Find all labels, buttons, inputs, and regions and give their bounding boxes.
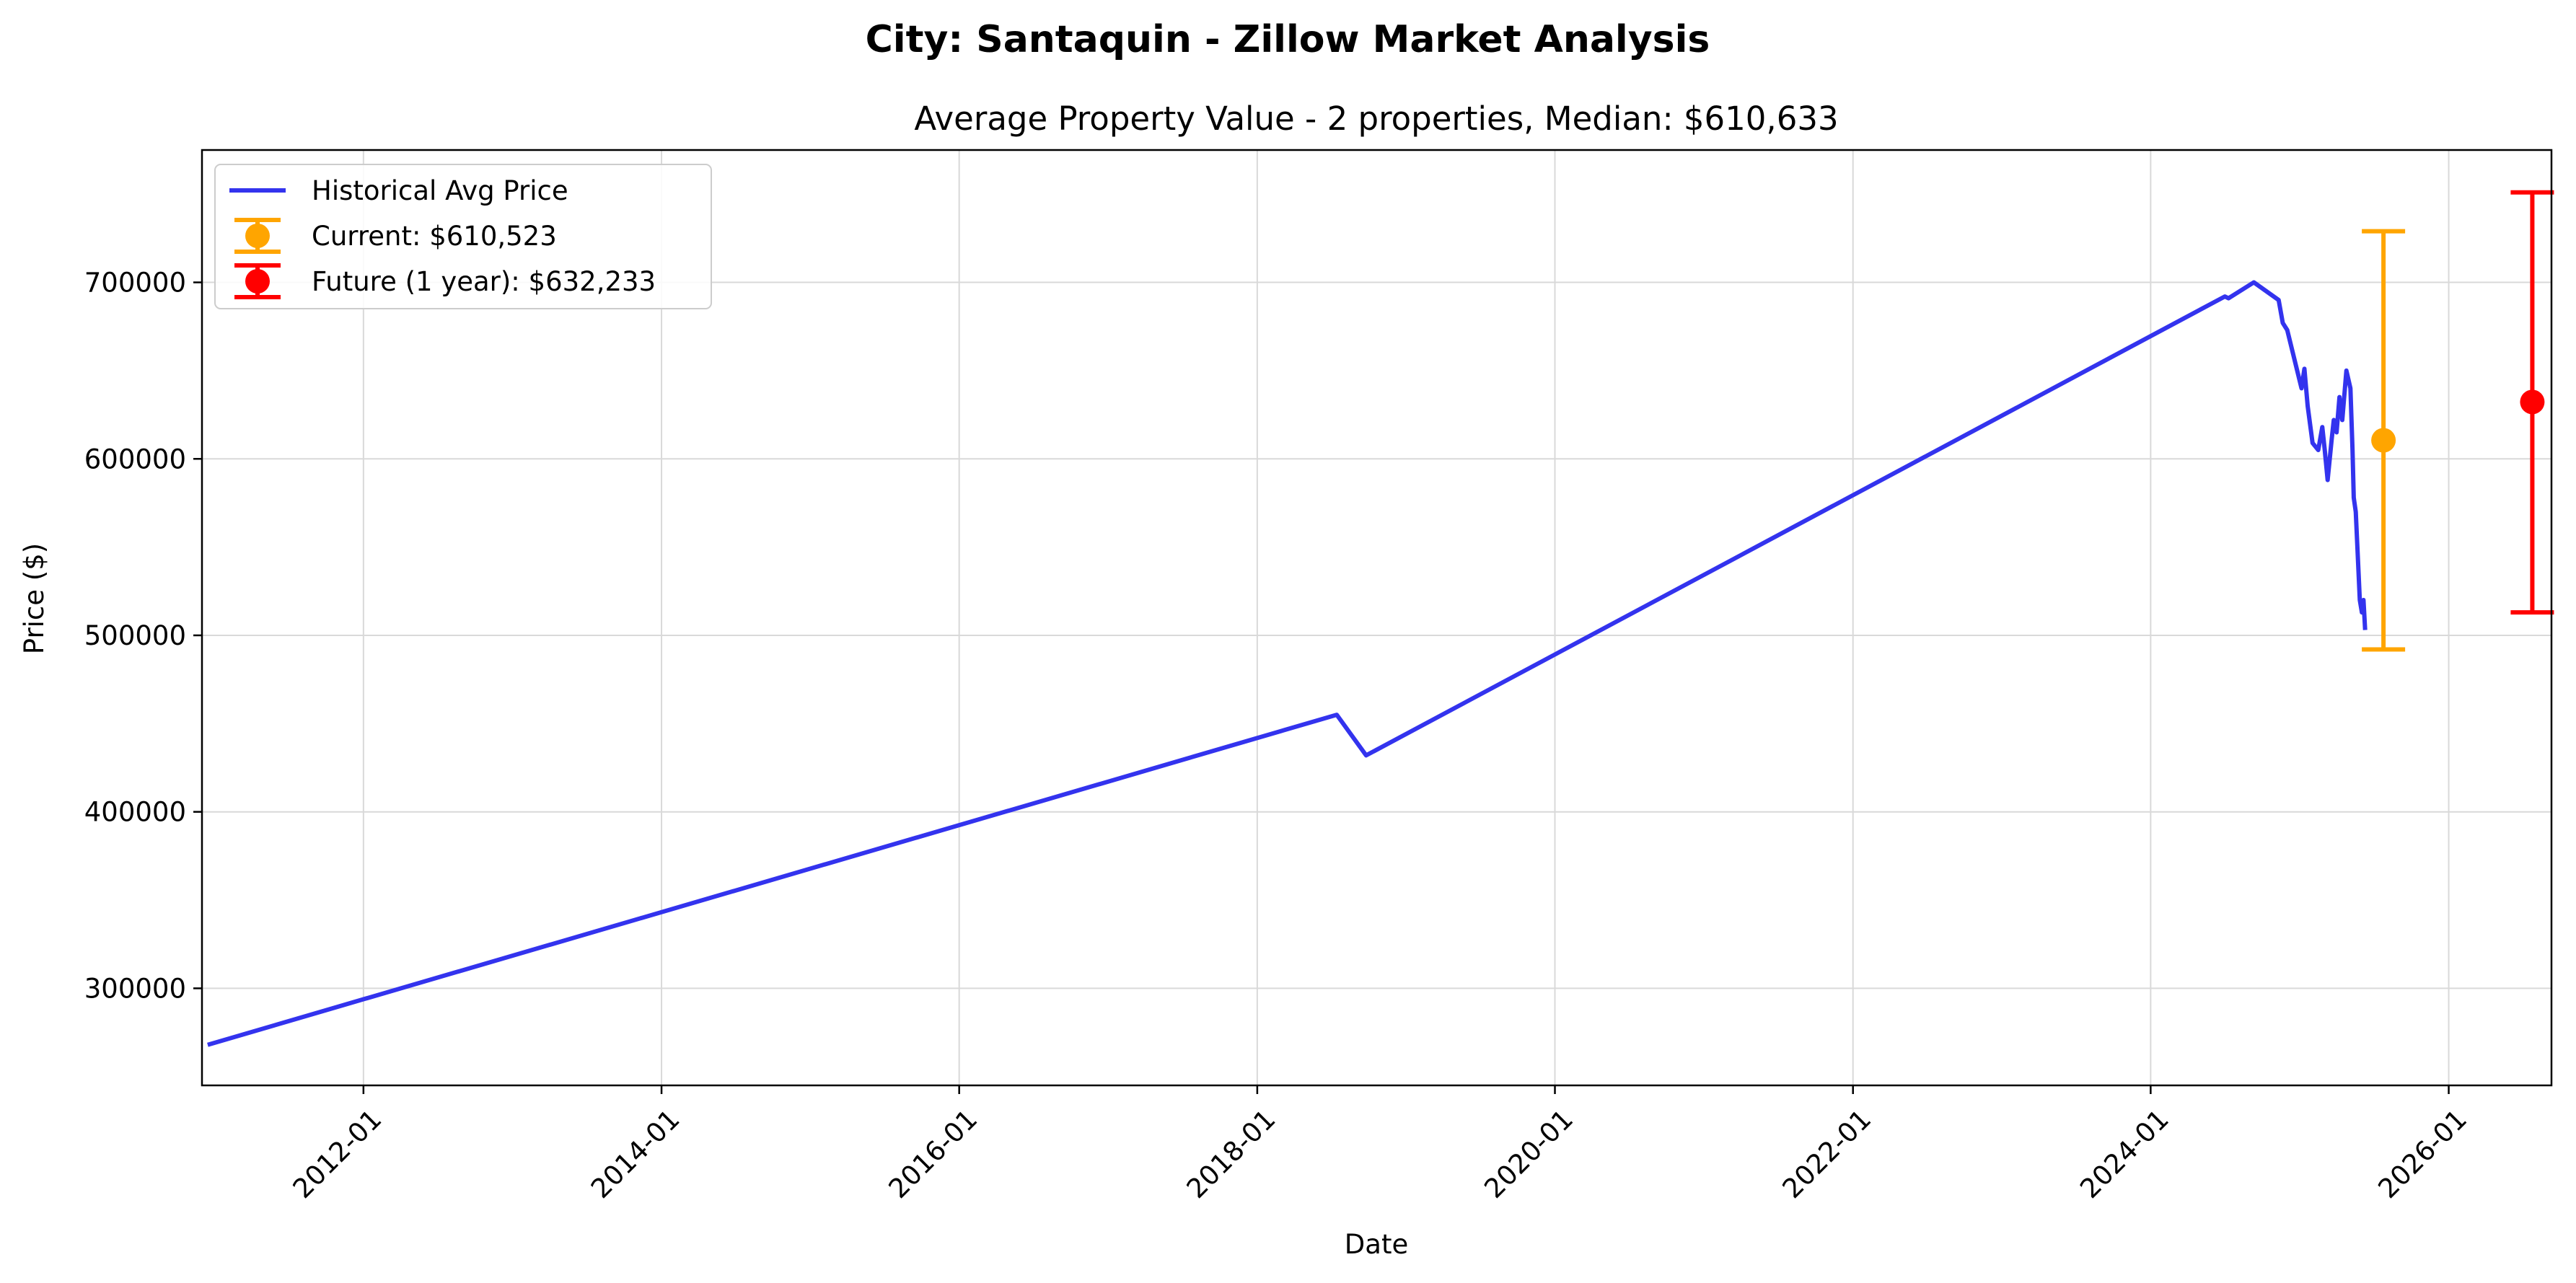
- gridlines: [202, 150, 2551, 1085]
- legend-item: Future (1 year): $632,233: [234, 263, 656, 299]
- legend-box: [214, 164, 712, 309]
- y-tick-label: 500000: [84, 620, 186, 651]
- y-tick-label: 700000: [84, 268, 186, 299]
- x-tick-label: 2022-01: [1777, 1103, 1878, 1204]
- errorbar-point: [2362, 229, 2406, 652]
- errorbar-point: [2510, 190, 2554, 615]
- error-bars: [2362, 190, 2554, 652]
- y-axis-label: Price ($): [19, 543, 50, 654]
- y-tick-label: 300000: [84, 973, 186, 1004]
- x-tick-label: 2016-01: [883, 1103, 984, 1204]
- legend-label: Historical Avg Price: [312, 175, 568, 206]
- errorbar-marker: [2520, 389, 2545, 415]
- figure-suptitle: City: Santaquin - Zillow Market Analysis: [866, 18, 1710, 61]
- legend: Historical Avg Price Current: $610,523 Fut…: [214, 164, 712, 309]
- y-tick-label: 400000: [84, 797, 186, 828]
- axes-frame: [201, 149, 2553, 1087]
- plot-area: [207, 280, 2368, 1047]
- y-tick-label: 600000: [84, 444, 186, 475]
- legend-item: Historical Avg Price: [229, 175, 568, 206]
- legend-marker: [245, 224, 270, 248]
- legend-label: Current: $610,523: [312, 221, 557, 252]
- chart-title: Average Property Value - 2 properties, M…: [914, 100, 1838, 138]
- x-axis-label: Date: [1345, 1229, 1408, 1260]
- y-axis-ticks: 300000 400000 500000 600000 700000: [84, 268, 202, 1004]
- x-tick-label: 2014-01: [585, 1103, 686, 1204]
- x-tick-label: 2026-01: [2372, 1103, 2473, 1204]
- errorbar-marker: [2371, 428, 2396, 453]
- x-axis-ticks: 2012-01 2014-01 2016-01 2018-01 2020-01 2022-…: [287, 1085, 2473, 1204]
- x-tick-label: 2024-01: [2074, 1103, 2175, 1204]
- legend-label: Future (1 year): $632,233: [312, 266, 656, 297]
- x-tick-label: 2012-01: [287, 1103, 388, 1204]
- legend-marker: [245, 269, 270, 294]
- legend-item: Current: $610,523: [234, 218, 557, 254]
- x-tick-label: 2018-01: [1181, 1103, 1282, 1204]
- series-line-historical-avg-price: [207, 280, 2368, 1047]
- x-tick-label: 2020-01: [1478, 1103, 1579, 1204]
